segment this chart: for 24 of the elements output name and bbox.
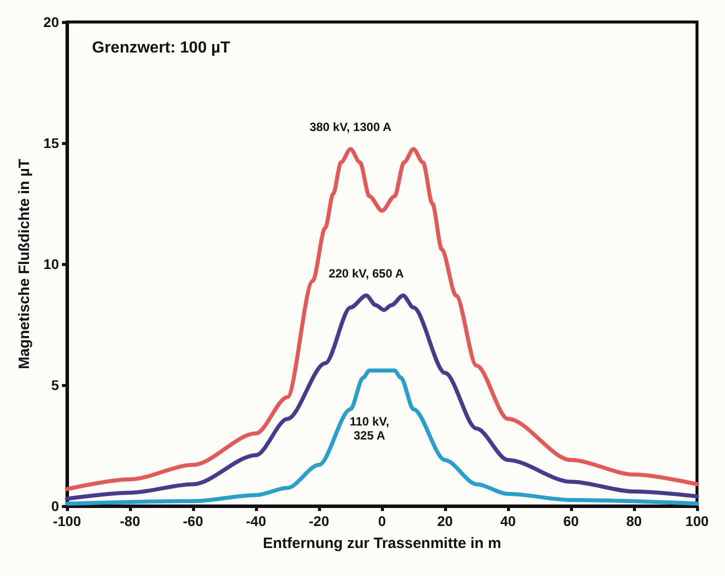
y-tick-label: 15 bbox=[43, 135, 60, 151]
y-tick-label: 20 bbox=[43, 14, 60, 30]
annotation: Grenzwert: 100 µT bbox=[92, 40, 230, 56]
x-tick-label: -100 bbox=[52, 513, 82, 529]
y-axis-title: Magnetische Flußdichte in µT bbox=[16, 158, 33, 370]
y-tick-label: 5 bbox=[51, 377, 60, 393]
x-tick-label: -40 bbox=[246, 513, 266, 529]
y-tick-label: 10 bbox=[43, 256, 60, 272]
y-tick-label: 0 bbox=[51, 498, 60, 514]
x-tick-label: 40 bbox=[500, 513, 516, 529]
line-series bbox=[65, 293, 699, 501]
x-tick-label: 100 bbox=[685, 513, 709, 529]
x-tick-label: 20 bbox=[437, 513, 453, 529]
x-tick-label: 0 bbox=[378, 513, 386, 529]
x-tick-label: 60 bbox=[563, 513, 579, 529]
x-tick-label: -80 bbox=[120, 513, 140, 529]
series-label: 110 kV, 325 A bbox=[350, 414, 390, 442]
x-tick-label: -20 bbox=[308, 513, 330, 529]
series-label: 220 kV, 650 A bbox=[328, 266, 404, 280]
line-series bbox=[65, 147, 699, 492]
x-tick-label: 80 bbox=[626, 513, 642, 529]
x-axis-title: Entfernung zur Trassenmitte in m bbox=[262, 535, 502, 552]
x-tick-label: -60 bbox=[182, 513, 204, 529]
series-label: 380 kV, 1300 A bbox=[310, 120, 392, 134]
